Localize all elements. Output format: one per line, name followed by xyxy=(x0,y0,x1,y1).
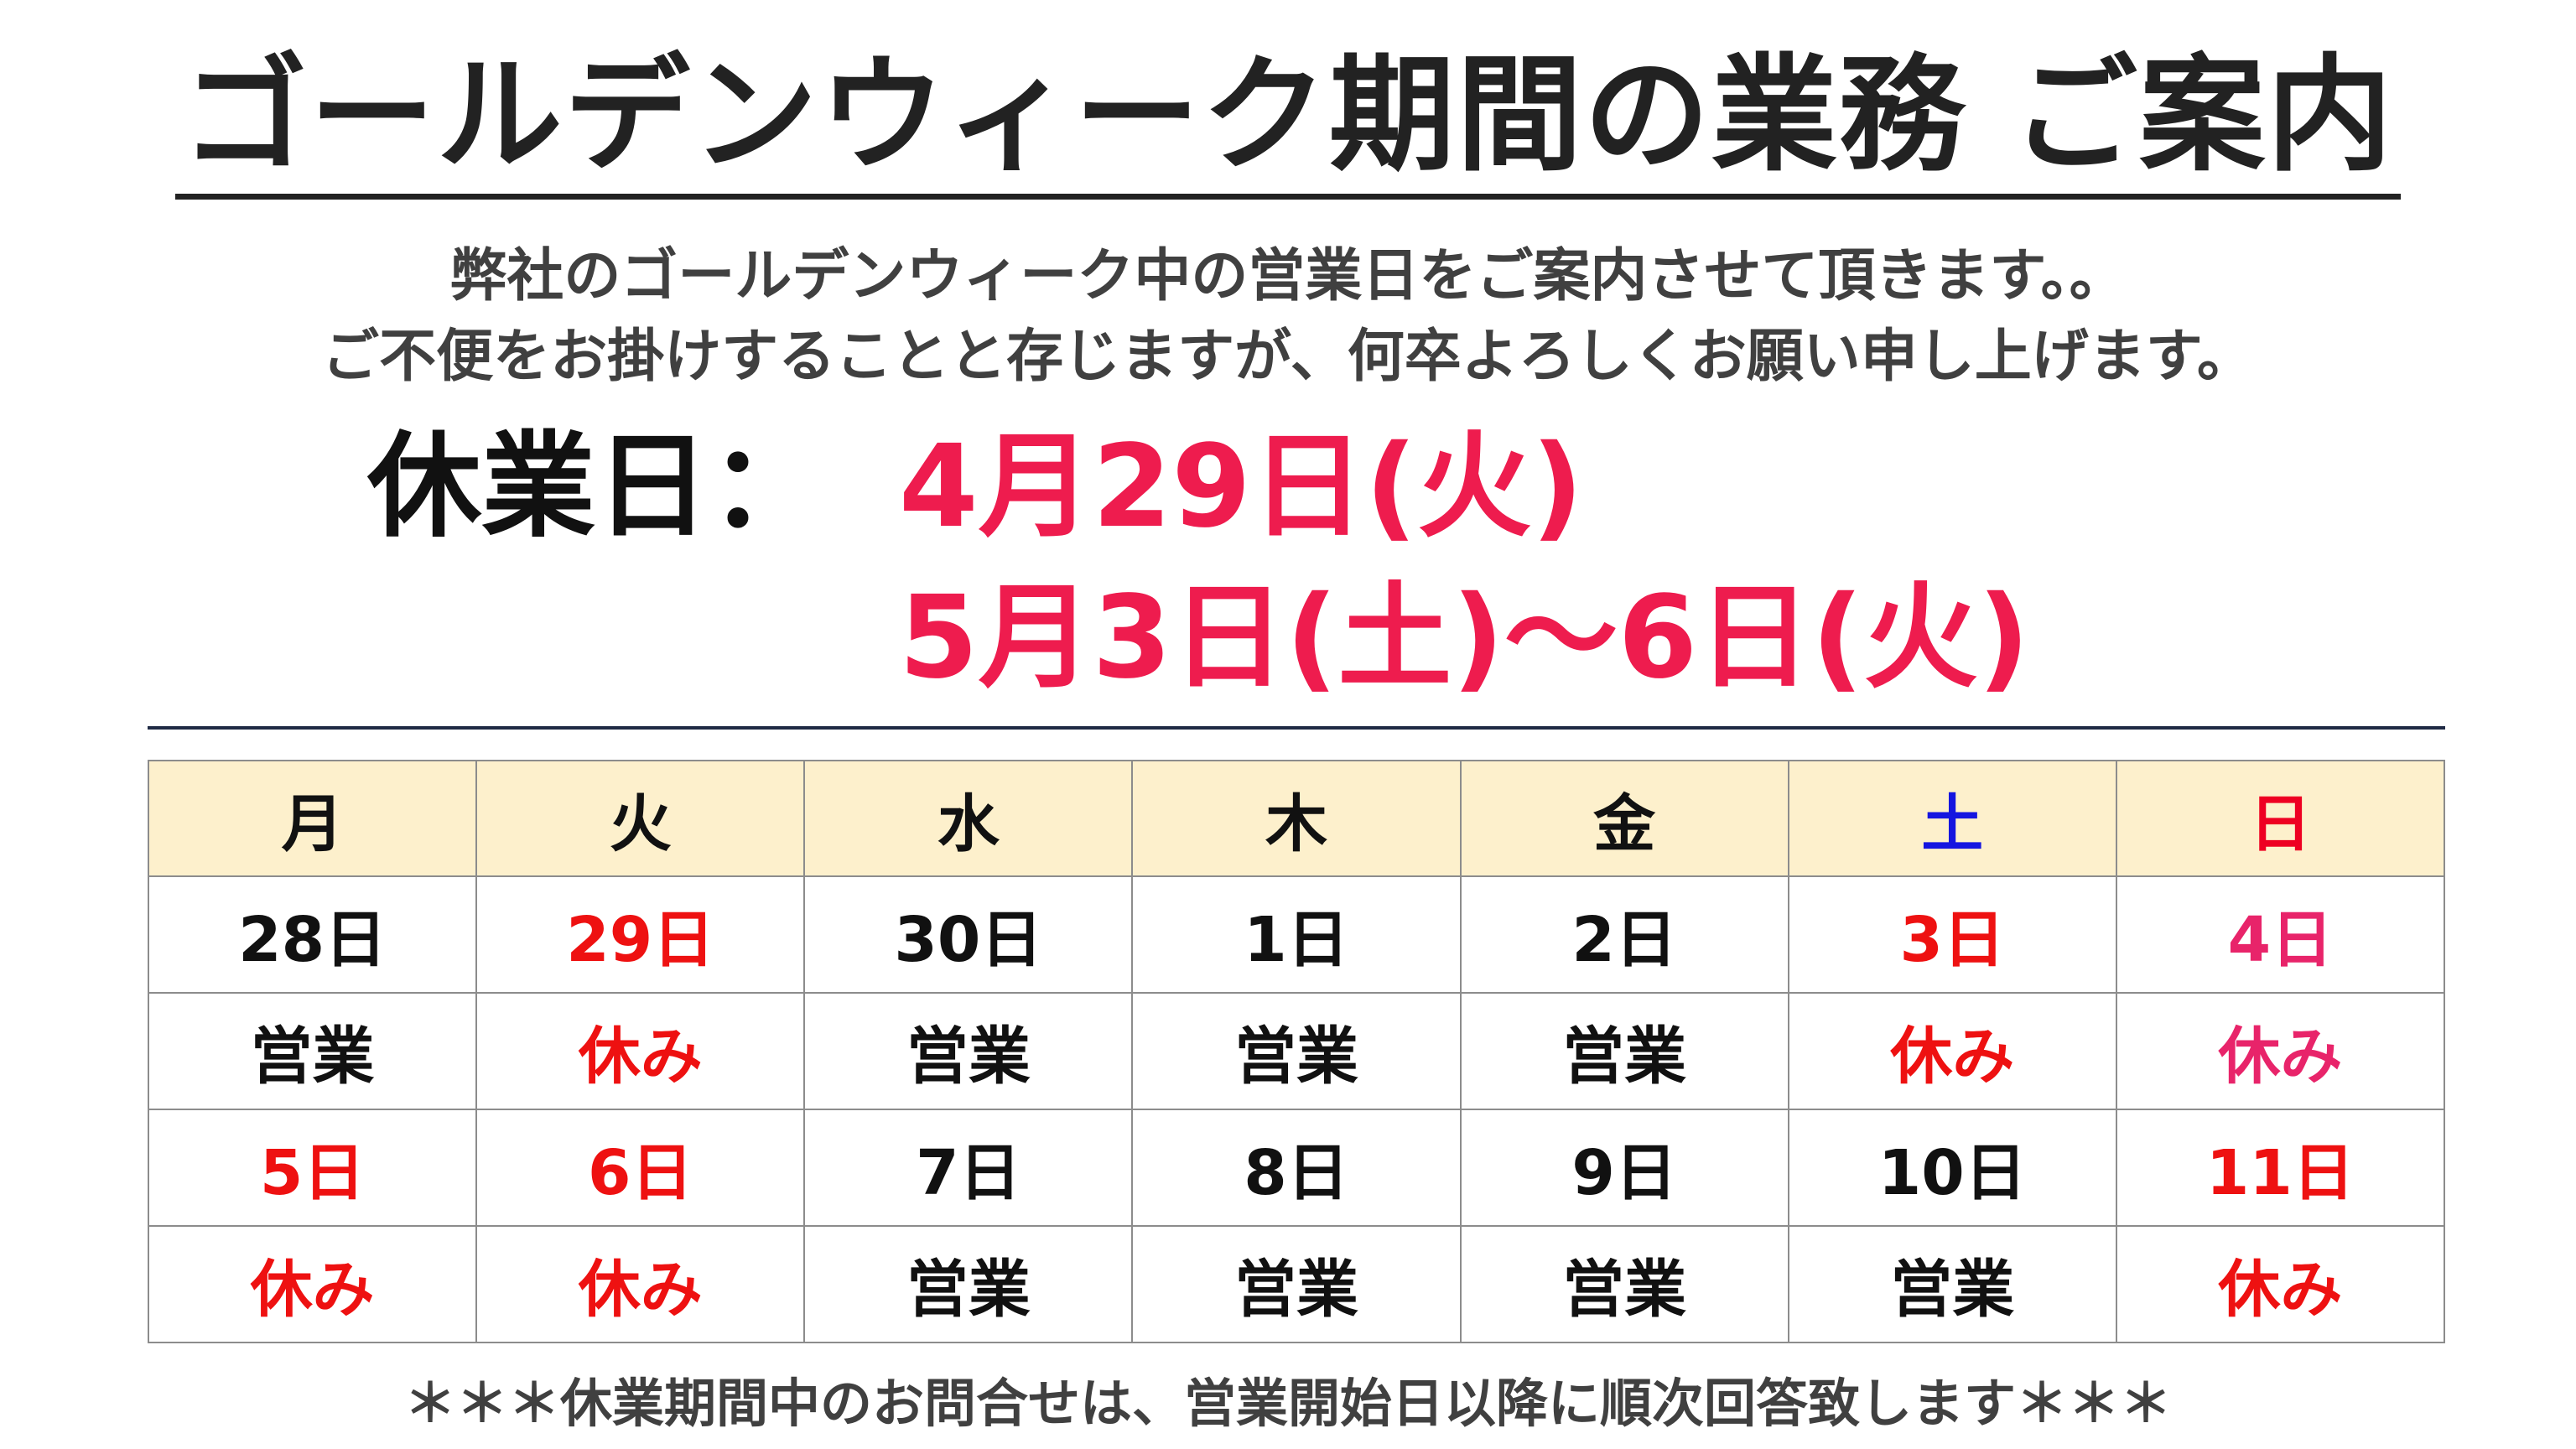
footer-note: ＊＊＊休業期間中のお問合せは、営業開始日以降に順次回答致します＊＊＊ xyxy=(403,1373,2172,1434)
date-cell: 1日 xyxy=(1131,875,1462,994)
status-cell-closed: 休み xyxy=(147,1225,478,1343)
date-cell-closed: 5日 xyxy=(147,1109,478,1227)
status-cell-open: 営業 xyxy=(1131,1225,1462,1343)
week2-date-row: 5日 6日 7日 8日 9日 10日 11日 xyxy=(147,1109,2446,1227)
status-cell-closed: 休み xyxy=(2115,1225,2446,1343)
title-container: ゴールデンウィーク期間の業務 ご案内 xyxy=(0,44,2576,200)
week2-status-row: 休み 休み 営業 営業 営業 営業 休み xyxy=(147,1225,2446,1343)
divider-line xyxy=(148,726,2445,730)
week1-status-row: 営業 休み 営業 営業 営業 休み 休み xyxy=(147,992,2446,1110)
date-cell: 8日 xyxy=(1131,1109,1462,1227)
weekday-thursday: 木 xyxy=(1131,760,1462,877)
intro-text: 弊社のゴールデンウィーク中の営業日をご案内させて頂きます。。 ご不便をお掛けする… xyxy=(0,236,2576,397)
date-cell: 7日 xyxy=(803,1109,1134,1227)
date-cell-closed: 11日 xyxy=(2115,1109,2446,1227)
date-cell-closed: 3日 xyxy=(1787,875,2117,994)
status-cell-open: 営業 xyxy=(147,992,478,1110)
weekday-friday: 金 xyxy=(1459,760,1789,877)
closed-date-2: 5月3日(土)～6日(火) xyxy=(899,572,2030,704)
weekday-wednesday: 水 xyxy=(803,760,1134,877)
date-cell: 9日 xyxy=(1459,1109,1789,1227)
status-cell-closed: 休み xyxy=(2115,992,2446,1110)
calendar-table: 月 火 水 木 金 土 日 28日 29日 30日 1日 2日 3日 4日 営業… xyxy=(147,760,2446,1343)
status-cell-open: 営業 xyxy=(1131,992,1462,1110)
date-cell-closed: 6日 xyxy=(475,1109,806,1227)
status-cell-open: 営業 xyxy=(1787,1225,2117,1343)
date-cell: 30日 xyxy=(803,875,1134,994)
closed-days-label: 休業日： xyxy=(367,421,823,553)
page-title: ゴールデンウィーク期間の業務 ご案内 xyxy=(174,44,2402,200)
week1-date-row: 28日 29日 30日 1日 2日 3日 4日 xyxy=(147,875,2446,994)
status-cell-closed: 休み xyxy=(1787,992,2117,1110)
weekday-sunday: 日 xyxy=(2115,760,2446,877)
weekday-header-row: 月 火 水 木 金 土 日 xyxy=(147,760,2446,877)
intro-line-1: 弊社のゴールデンウィーク中の営業日をご案内させて頂きます。。 xyxy=(449,243,2127,309)
intro-line-2: ご不便をお掛けすることと存じますが、何卒よろしくお願い申し上げます。 xyxy=(322,324,2254,390)
date-cell: 10日 xyxy=(1787,1109,2117,1227)
date-cell: 2日 xyxy=(1459,875,1789,994)
weekday-tuesday: 火 xyxy=(475,760,806,877)
date-cell-closed: 4日 xyxy=(2115,875,2446,994)
status-cell-closed: 休み xyxy=(475,992,806,1110)
status-cell-open: 営業 xyxy=(1459,992,1789,1110)
status-cell-open: 営業 xyxy=(1459,1225,1789,1343)
date-cell-closed: 29日 xyxy=(475,875,806,994)
status-cell-open: 営業 xyxy=(803,992,1134,1110)
closed-date-1: 4月29日(火) xyxy=(899,421,1584,553)
status-cell-closed: 休み xyxy=(475,1225,806,1343)
date-cell: 28日 xyxy=(147,875,478,994)
status-cell-open: 営業 xyxy=(803,1225,1134,1343)
weekday-monday: 月 xyxy=(147,760,478,877)
weekday-saturday: 土 xyxy=(1787,760,2117,877)
